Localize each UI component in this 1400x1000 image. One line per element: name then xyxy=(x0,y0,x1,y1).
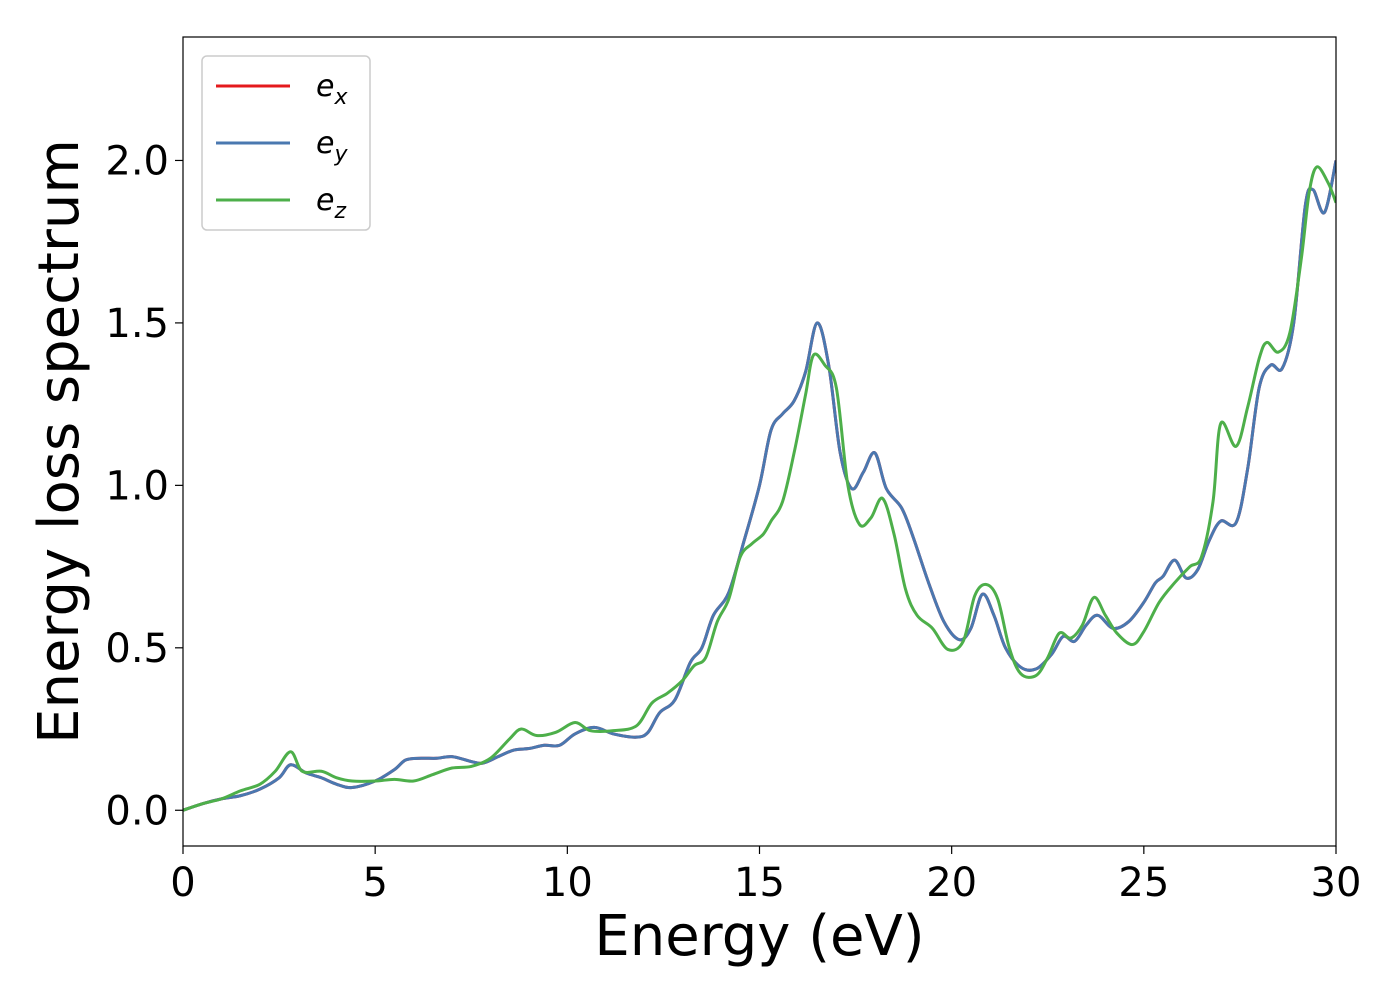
y-tick-label: 0.5 xyxy=(105,626,169,672)
legend-label-z: ez xyxy=(316,183,346,224)
x-tick-label: 25 xyxy=(1118,860,1169,906)
y-tick-label: 0.0 xyxy=(105,788,169,834)
y-tick-label: 1.5 xyxy=(105,301,169,347)
x-tick-label: 10 xyxy=(542,860,593,906)
x-tick-label: 20 xyxy=(926,860,977,906)
series-line-z xyxy=(183,165,1336,812)
x-tick-label: 30 xyxy=(1311,860,1362,906)
y-axis-ticks: 0.0 0.5 1.0 1.5 2.0 xyxy=(105,138,183,834)
x-tick-label: 15 xyxy=(734,860,785,906)
y-axis-label: Energy loss spectrum xyxy=(27,139,92,744)
y-tick-label: 1.0 xyxy=(105,463,169,509)
x-axis-ticks: 0 5 10 15 20 25 30 xyxy=(170,846,1361,906)
legend-label-x: ex xyxy=(316,69,348,110)
x-tick-label: 5 xyxy=(362,860,387,906)
legend: ex ey ez xyxy=(201,55,371,231)
x-axis-label: Energy (eV) xyxy=(594,904,924,969)
y-tick-label: 2.0 xyxy=(105,138,169,184)
legend-label-y: ey xyxy=(316,126,348,167)
x-tick-label: 0 xyxy=(170,860,195,906)
series-line-y xyxy=(183,160,1336,812)
series-layer xyxy=(183,160,1336,812)
